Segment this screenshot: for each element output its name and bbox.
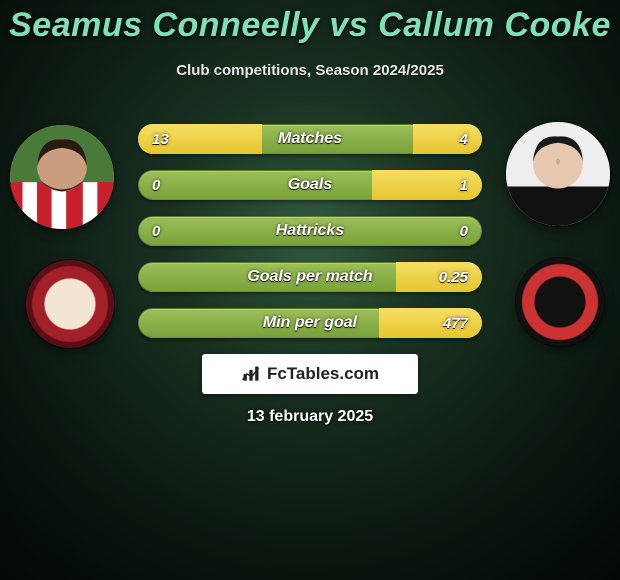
club-left-crest-icon	[26, 260, 114, 348]
club-right-crest-icon	[516, 258, 604, 346]
bar-category: Min per goal	[138, 308, 482, 338]
bar-chart-icon	[241, 364, 261, 384]
player-right-portrait-icon	[506, 122, 610, 226]
bar-right-value: 0	[460, 216, 468, 246]
bar-right-value: 4	[460, 124, 468, 154]
bar-category: Goals per match	[138, 262, 482, 292]
bar-row: 0 Goals 1	[138, 170, 482, 200]
bar-category: Matches	[138, 124, 482, 154]
bar-row: 0 Hattricks 0	[138, 216, 482, 246]
page-title: Seamus Conneelly vs Callum Cooke	[0, 6, 620, 45]
bar-right-value: 477	[443, 308, 468, 338]
bar-row: Goals per match 0.25	[138, 262, 482, 292]
bar-category: Hattricks	[138, 216, 482, 246]
watermark-text: FcTables.com	[267, 364, 379, 384]
bar-category: Goals	[138, 170, 482, 200]
comparison-bars: 13 Matches 4 0 Goals 1 0 Hattricks 0 Goa…	[138, 124, 482, 354]
date-stamp: 13 february 2025	[0, 408, 620, 426]
bar-row: Min per goal 477	[138, 308, 482, 338]
watermark: FcTables.com	[202, 354, 418, 394]
player-left-avatar	[10, 125, 114, 229]
player-right-avatar	[506, 122, 610, 226]
player-left-portrait-icon	[10, 125, 114, 229]
page-subtitle: Club competitions, Season 2024/2025	[0, 62, 620, 79]
bar-right-value: 0.25	[439, 262, 468, 292]
comparison-card: Seamus Conneelly vs Callum Cooke Club co…	[0, 0, 620, 580]
bar-right-value: 1	[460, 170, 468, 200]
bar-row: 13 Matches 4	[138, 124, 482, 154]
